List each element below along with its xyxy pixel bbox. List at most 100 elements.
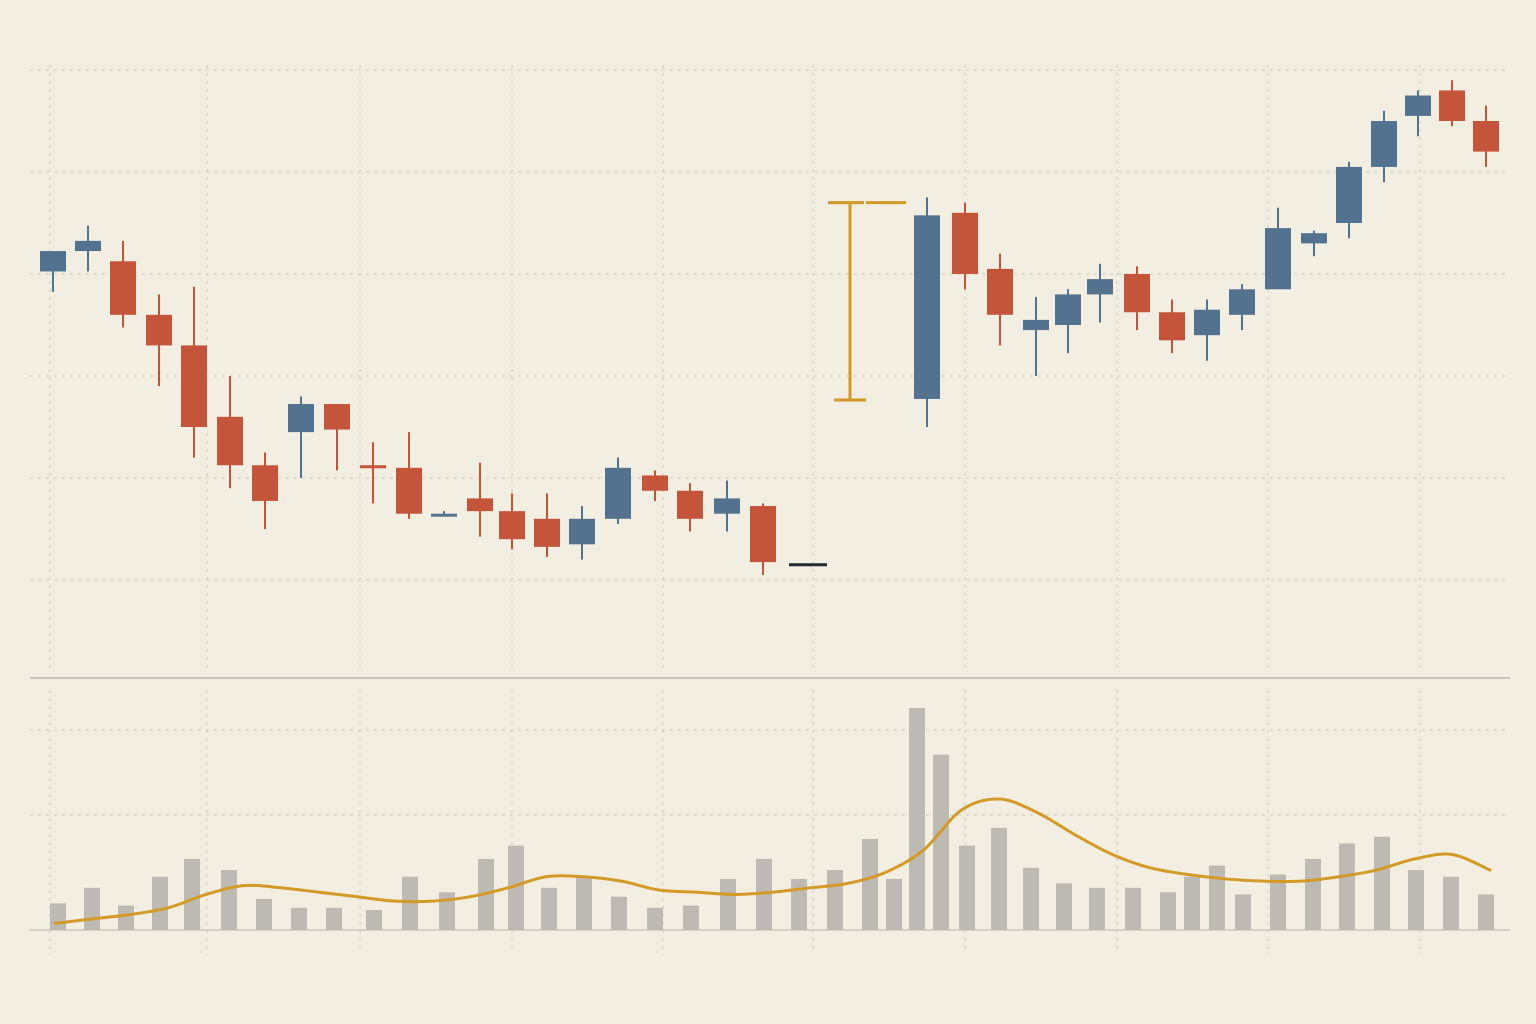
volume-bar: [683, 905, 699, 930]
volume-bar: [886, 878, 902, 930]
volume-bar: [366, 910, 382, 930]
candle-body: [467, 498, 493, 512]
candle-body: [1265, 228, 1291, 290]
candle-down: [146, 294, 172, 387]
candle-body: [605, 467, 631, 519]
volume-bar: [1209, 865, 1225, 930]
volume-bar: [933, 754, 949, 930]
candle-down: [534, 493, 560, 558]
volume-ma-line: [53, 797, 1492, 925]
volume-bar: [402, 876, 418, 930]
candle-body: [1159, 312, 1185, 341]
candle-body: [288, 404, 314, 433]
candle-body: [1301, 233, 1327, 244]
volume-bar: [118, 905, 134, 930]
candle-down: [642, 470, 668, 501]
volume-bar: [1305, 858, 1321, 930]
candle-body: [1194, 309, 1220, 336]
candle-up: [1405, 90, 1431, 137]
candle-up: [714, 480, 740, 532]
volume-bar: [1184, 876, 1200, 930]
candle-body: [750, 506, 776, 563]
candle-body: [499, 511, 525, 540]
candle-body: [569, 518, 595, 545]
candle-body: [146, 314, 172, 346]
volume-bar: [508, 845, 524, 930]
volume-bar: [1443, 876, 1459, 930]
volume-bar: [862, 838, 878, 930]
volume-bar: [291, 907, 307, 930]
candle-body: [642, 475, 668, 491]
volume-bar: [1478, 894, 1494, 930]
candle-down: [110, 240, 136, 328]
candle-down: [1124, 266, 1150, 331]
candle-down: [217, 376, 243, 489]
candle-body: [396, 467, 422, 514]
candle-body: [40, 251, 66, 272]
volume-bar: [1339, 843, 1355, 930]
volume-bar: [991, 827, 1007, 930]
volume-bar: [184, 858, 200, 930]
volume-bar: [611, 896, 627, 930]
candle-body: [1124, 274, 1150, 313]
volume-bar: [576, 876, 592, 930]
volume-bar: [959, 845, 975, 930]
candles: [40, 80, 1499, 575]
candle-up: [1055, 289, 1081, 354]
candle-body: [677, 490, 703, 519]
candle-body: [1473, 121, 1499, 152]
volume-bar: [756, 858, 772, 930]
candle-body: [252, 465, 278, 501]
candle-down: [467, 462, 493, 537]
candle-body: [987, 268, 1013, 315]
candle-down: [1439, 80, 1465, 127]
candle-body: [1055, 294, 1081, 325]
volume-bar: [720, 878, 736, 930]
volume-bar: [827, 870, 843, 930]
candle-down: [750, 503, 776, 575]
candle-up: [1023, 296, 1049, 376]
volume-bar: [50, 903, 66, 930]
candle-down: [1159, 299, 1185, 354]
volume-bar: [256, 898, 272, 930]
candle-body: [1371, 121, 1397, 167]
volume-bar: [1374, 836, 1390, 930]
gap-marker: [828, 201, 906, 402]
candle-body: [75, 240, 101, 252]
candle-body: [1229, 289, 1255, 315]
volume-bar: [152, 876, 168, 930]
candle-body: [1439, 90, 1465, 121]
volume-bar: [1089, 887, 1105, 930]
volume-bar: [221, 870, 237, 930]
candle-up: [40, 251, 66, 292]
candle-up: [288, 396, 314, 478]
volume-moving-average: [53, 797, 1492, 925]
candle-body: [217, 416, 243, 466]
candle-body: [431, 513, 457, 517]
candle-body: [324, 404, 350, 430]
volume-bar: [541, 887, 557, 930]
candle-body: [1087, 279, 1113, 295]
candle-down: [677, 483, 703, 532]
candle-up: [1229, 284, 1255, 331]
candle-up: [1371, 110, 1397, 183]
volume-bar: [791, 878, 807, 930]
candle-body: [534, 518, 560, 547]
volume-bar: [1235, 894, 1251, 930]
candle-body: [1336, 166, 1362, 223]
candle-down: [499, 493, 525, 550]
candle-up: [914, 197, 940, 427]
grid: [30, 65, 1510, 955]
volume-bar: [1408, 870, 1424, 930]
volume-bars: [50, 708, 1494, 930]
volume-bar: [909, 708, 925, 930]
candle-body: [360, 465, 386, 469]
candle-body: [110, 261, 136, 315]
volume-bar: [326, 907, 342, 930]
candle-up: [1194, 299, 1220, 361]
volume-bar: [1125, 887, 1141, 930]
volume-bar: [84, 887, 100, 930]
candle-down: [987, 253, 1013, 346]
